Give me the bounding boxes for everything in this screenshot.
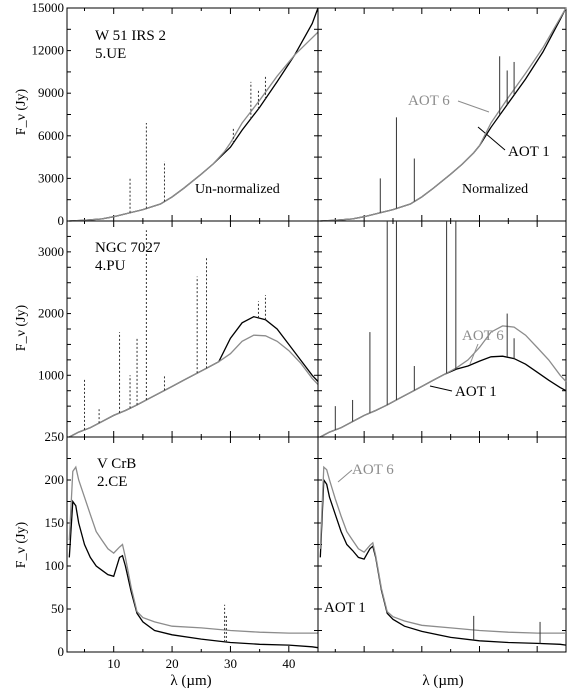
x-tick-label: 40 xyxy=(282,656,295,671)
panel-middle-left: NGC 7027 4.PU xyxy=(95,240,161,274)
plot-middle-left: 1000 2000 3000 xyxy=(38,220,319,438)
series-aot6 xyxy=(69,31,319,222)
y-tick-label: 15000 xyxy=(32,0,65,15)
ylabel-text-row2: F_ν (Jy) xyxy=(14,304,29,351)
class-code-ngc7027: 4.PU xyxy=(95,258,126,274)
y-tick-label: 250 xyxy=(45,429,65,444)
note-un-normalized: Un-normalized xyxy=(195,182,280,197)
y-tick-label: 100 xyxy=(45,558,65,573)
ylabel-row1: F_ν (Jy) xyxy=(14,88,29,135)
object-name-vcrb: V CrB xyxy=(97,456,136,472)
aot6-leader-top xyxy=(457,100,490,113)
aot1-label-bottom: AOT 1 xyxy=(324,600,366,616)
y-tick-label: 150 xyxy=(45,515,65,530)
aot1-leader-top xyxy=(477,126,506,151)
series-aot1 xyxy=(68,499,319,649)
series-aot6 xyxy=(319,325,567,438)
y-tick-label: 50 xyxy=(51,601,64,616)
y-tick-label: 6000 xyxy=(38,128,64,143)
aot1-label-top: AOT 1 xyxy=(508,144,550,160)
note-normalized: Normalized xyxy=(462,182,528,197)
plot-top-left: 0 3000 6000 9000 12000 15000 xyxy=(32,0,319,228)
x-tick-label: 30 xyxy=(224,656,237,671)
panel-bottom-left: V CrB 2.CE xyxy=(97,456,136,490)
ylabel-row3: F_ν (Jy) xyxy=(14,521,29,568)
aot6-label-middle: AOT 6 xyxy=(462,328,504,344)
series-aot1 xyxy=(319,355,567,438)
ylabel-row2: F_ν (Jy) xyxy=(14,304,29,351)
series-aot1 xyxy=(319,478,567,646)
y-tick-label: 12000 xyxy=(32,43,65,58)
ylabel-text-row3: F_ν (Jy) xyxy=(14,521,29,568)
class-code-vcrb: 2.CE xyxy=(97,474,127,490)
series-aot6 xyxy=(68,334,319,438)
y-tick-label: 0 xyxy=(58,644,65,659)
x-tick-label: 20 xyxy=(166,656,179,671)
plot-middle-right xyxy=(317,220,567,438)
y-tick-label: 2000 xyxy=(38,306,64,321)
series-aot6 xyxy=(320,7,567,222)
aot1-label-middle: AOT 1 xyxy=(455,384,497,400)
aot6-label-bottom: AOT 6 xyxy=(352,462,394,478)
class-code-w51: 5.UE xyxy=(95,46,126,62)
y-tick-label: 1000 xyxy=(38,367,64,382)
aot6-label-top: AOT 6 xyxy=(408,93,450,109)
panel-top-right: Normalized AOT 6 AOT 1 xyxy=(408,93,550,197)
series-aot6 xyxy=(319,465,566,634)
ylabel-text-row1: F_ν (Jy) xyxy=(14,88,29,135)
panel-top-left: W 51 IRS 2 5.UE Un-normalized xyxy=(95,28,280,197)
series-aot6 xyxy=(68,465,318,634)
plot-bottom-left: 10 20 30 40 0 50 100 150 200 250 xyxy=(45,429,319,671)
object-name-ngc7027: NGC 7027 xyxy=(95,240,161,256)
xlabel-left: λ (µm) xyxy=(170,673,211,689)
object-name-w51: W 51 IRS 2 xyxy=(95,28,166,44)
xlabel-right: λ (µm) xyxy=(422,673,463,689)
axes-frame xyxy=(317,220,567,438)
panel-bottom-right: AOT 6 AOT 1 xyxy=(324,462,394,616)
y-tick-label: 9000 xyxy=(38,85,64,100)
plot-bottom-right xyxy=(317,436,567,653)
panel-middle-right: AOT 6 AOT 1 xyxy=(429,328,504,400)
x-tick-label: 10 xyxy=(107,656,120,671)
y-tick-label: 3000 xyxy=(38,170,64,185)
y-tick-label: 3000 xyxy=(38,244,64,259)
aot6-leader-bottom xyxy=(337,469,353,483)
plot-top-right xyxy=(317,7,567,222)
y-tick-label: 0 xyxy=(58,213,65,228)
y-tick-label: 200 xyxy=(45,472,65,487)
axes-frame xyxy=(317,7,567,222)
aot1-leader-middle xyxy=(429,385,453,392)
series-aot1 xyxy=(320,7,567,222)
